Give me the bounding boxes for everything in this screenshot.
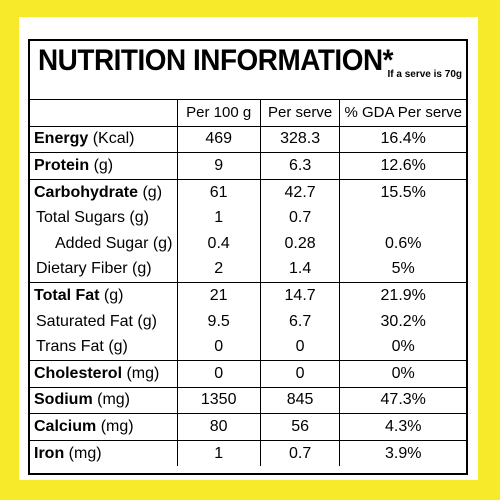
nutrient-name: Protein	[34, 156, 90, 174]
value-per-100g: 9	[176, 152, 261, 180]
nutrient-label: Calcium (mg)	[30, 413, 178, 441]
value-per-100g: 61	[176, 178, 261, 206]
value-per-100g: 0.4	[176, 230, 261, 257]
value-per-serve: 0	[259, 334, 341, 361]
nutrient-sub-label: Added Sugar (g)	[30, 230, 178, 257]
table-row: Dietary Fiber (g) 2 1.4 5%	[30, 256, 466, 284]
value-gda	[339, 205, 466, 231]
value-gda: 0.6%	[339, 230, 466, 257]
value-per-serve: 42.7	[259, 178, 341, 206]
nutrition-table-box: NUTRITION INFORMATION* If a serve is 70g…	[28, 39, 468, 475]
table-row: Energy (Kcal) 469 328.3 16.4%	[30, 125, 466, 154]
nutrient-name: Sodium	[34, 391, 93, 409]
nutrient-label: Cholesterol (mg)	[30, 359, 178, 388]
value-per-100g: 21	[176, 282, 261, 309]
header-gda: % GDA Per serve	[339, 99, 466, 127]
value-per-serve: 14.7	[259, 282, 341, 309]
nutrient-unit: (g)	[99, 286, 124, 304]
value-per-100g: 2	[176, 256, 261, 284]
nutrient-unit: (mg)	[96, 417, 134, 435]
nutrient-unit: (g)	[89, 156, 114, 174]
value-per-100g: 80	[176, 413, 261, 441]
nutrition-table: Per 100 g Per serve % GDA Per serve Ener…	[30, 99, 466, 467]
nutrient-name: Total Fat	[34, 286, 100, 304]
value-gda: 0%	[339, 334, 466, 361]
nutrient-label: Carbohydrate (g)	[30, 178, 178, 206]
header-per-100g: Per 100 g	[176, 99, 261, 127]
value-per-serve: 0.28	[259, 230, 341, 257]
nutrient-unit: (g)	[138, 183, 163, 201]
value-per-100g: 9.5	[176, 308, 261, 335]
value-gda: 30.2%	[339, 308, 466, 335]
table-row: Iron (mg) 1 0.7 3.9%	[30, 439, 466, 467]
value-per-serve: 6.3	[259, 152, 341, 180]
table-row: Added Sugar (g) 0.4 0.28 0.6%	[30, 230, 466, 257]
table-row: Protein (g) 9 6.3 12.6%	[30, 152, 466, 180]
nutrient-sub-label: Saturated Fat (g)	[30, 308, 178, 335]
table-row: Total Fat (g) 21 14.7 21.9%	[30, 282, 466, 309]
table-row: Sodium (mg) 1350 845 47.3%	[30, 386, 466, 415]
nutrient-sub-label: Trans Fat (g)	[30, 334, 178, 361]
nutrient-unit: (Kcal)	[88, 130, 135, 148]
nutrient-name: Iron	[34, 444, 65, 462]
nutrient-unit: (mg)	[92, 391, 130, 409]
value-per-100g: 0	[176, 359, 261, 388]
value-per-100g: 1	[176, 439, 261, 467]
value-gda: 0%	[339, 359, 466, 388]
value-per-serve: 845	[259, 386, 341, 415]
nutrition-title: NUTRITION INFORMATION*	[38, 44, 394, 77]
value-per-serve: 0.7	[259, 205, 341, 231]
nutrient-name: Carbohydrate	[34, 183, 139, 201]
table-row: Trans Fat (g) 0 0 0%	[30, 334, 466, 361]
value-per-serve: 1.4	[259, 256, 341, 284]
value-per-100g: 0	[176, 334, 261, 361]
value-gda: 16.4%	[339, 125, 466, 154]
value-gda: 21.9%	[339, 282, 466, 309]
table-row: Saturated Fat (g) 9.5 6.7 30.2%	[30, 308, 466, 335]
value-gda: 47.3%	[339, 386, 466, 415]
value-gda: 5%	[339, 256, 466, 284]
nutrient-label: Protein (g)	[30, 152, 178, 180]
nutrient-label: Energy (Kcal)	[30, 125, 178, 154]
nutrient-name: Cholesterol	[34, 364, 123, 382]
value-per-serve: 0	[259, 359, 341, 388]
value-per-100g: 469	[176, 125, 261, 154]
nutrient-unit: (mg)	[64, 444, 102, 462]
table-row: Total Sugars (g) 1 0.7	[30, 205, 466, 231]
table-row: Calcium (mg) 80 56 4.3%	[30, 413, 466, 441]
value-per-100g: 1350	[176, 386, 261, 415]
nutrient-unit: (mg)	[122, 364, 160, 382]
serve-size-note: If a serve is 70g	[387, 69, 463, 80]
value-gda: 15.5%	[339, 178, 466, 206]
nutrient-name: Calcium	[34, 417, 97, 435]
nutrient-label: Total Fat (g)	[30, 282, 178, 309]
nutrient-sub-label: Total Sugars (g)	[30, 205, 178, 231]
nutrient-name: Energy	[34, 130, 89, 148]
header-nutrient	[30, 99, 178, 127]
header-row: Per 100 g Per serve % GDA Per serve	[30, 99, 466, 127]
value-per-serve: 328.3	[259, 125, 341, 154]
header-per-serve: Per serve	[259, 99, 341, 127]
label-panel: NUTRITION INFORMATION* If a serve is 70g…	[19, 17, 478, 480]
value-per-serve: 0.7	[259, 439, 341, 467]
value-gda: 3.9%	[339, 439, 466, 467]
value-per-serve: 56	[259, 413, 341, 441]
table-row: Cholesterol (mg) 0 0 0%	[30, 359, 466, 388]
value-gda: 12.6%	[339, 152, 466, 180]
nutrient-label: Iron (mg)	[30, 439, 178, 467]
value-gda: 4.3%	[339, 413, 466, 441]
nutrient-label: Sodium (mg)	[30, 386, 178, 415]
value-per-100g: 1	[176, 205, 261, 231]
table-row: Carbohydrate (g) 61 42.7 15.5%	[30, 178, 466, 206]
value-per-serve: 6.7	[259, 308, 341, 335]
nutrient-sub-label: Dietary Fiber (g)	[30, 256, 178, 284]
